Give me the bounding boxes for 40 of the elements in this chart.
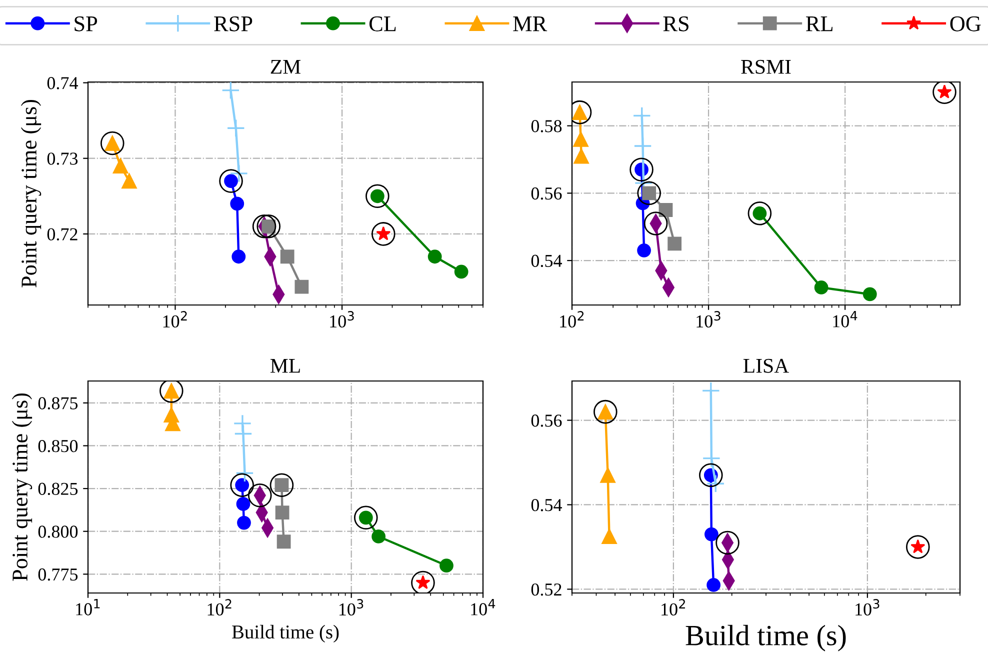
legend-label: RSP	[214, 16, 252, 32]
legend-label: SP	[74, 16, 98, 32]
x-tick-label: 10$^{3}$	[339, 599, 364, 616]
chart-title: RSMI	[741, 60, 791, 74]
x-axis-title: Build time (s)	[232, 624, 339, 643]
x-tick-label: 10$^{4}$	[833, 311, 858, 328]
x-tick-label: 10$^{3}$	[696, 311, 720, 328]
legend-label: RS	[663, 16, 688, 32]
y-axis-title: Point query time (μs)	[12, 393, 32, 581]
chart-title: ZM	[270, 60, 301, 74]
y-tick-label: 0.72	[47, 228, 78, 240]
y-tick-label: 0.58	[531, 120, 562, 132]
chart-title: LISA	[743, 358, 789, 373]
y-tick-label: 0.56	[531, 187, 562, 200]
legend-label: MR	[513, 16, 548, 32]
chart-title: ML	[270, 359, 300, 373]
y-tick-label: 0.850	[38, 440, 78, 452]
x-tick-label: 10$^{4}$	[471, 599, 496, 616]
y-tick-label: 0.74	[47, 77, 78, 90]
y-tick-label: 0.54	[531, 498, 562, 512]
y-tick-label: 0.73	[47, 152, 78, 165]
x-tick-label: 10$^{2}$	[208, 599, 232, 616]
legend-label: RL	[806, 16, 832, 32]
x-tick-label: 10$^{2}$	[163, 311, 187, 328]
legend-label: OG	[950, 16, 981, 32]
y-axis-title: Point query time (μs)	[20, 100, 42, 288]
y-tick-label: 0.52	[531, 583, 562, 596]
y-tick-label: 0.54	[531, 254, 562, 268]
y-tick-label: 0.800	[38, 526, 78, 538]
x-tick-label: 10$^{2}$	[560, 311, 584, 328]
x-axis-title: Build time (s)	[686, 624, 846, 652]
x-tick-label: 10$^{2}$	[662, 599, 685, 616]
y-tick-label: 0.56	[531, 414, 562, 427]
x-tick-label: 10$^{1}$	[76, 599, 100, 616]
legend-label: CL	[369, 16, 396, 32]
y-tick-label: 0.875	[38, 397, 78, 410]
y-tick-label: 0.775	[38, 568, 78, 581]
x-tick-label: 10$^{3}$	[330, 311, 354, 328]
x-tick-label: 10$^{3}$	[856, 599, 880, 616]
y-tick-label: 0.825	[38, 482, 78, 496]
